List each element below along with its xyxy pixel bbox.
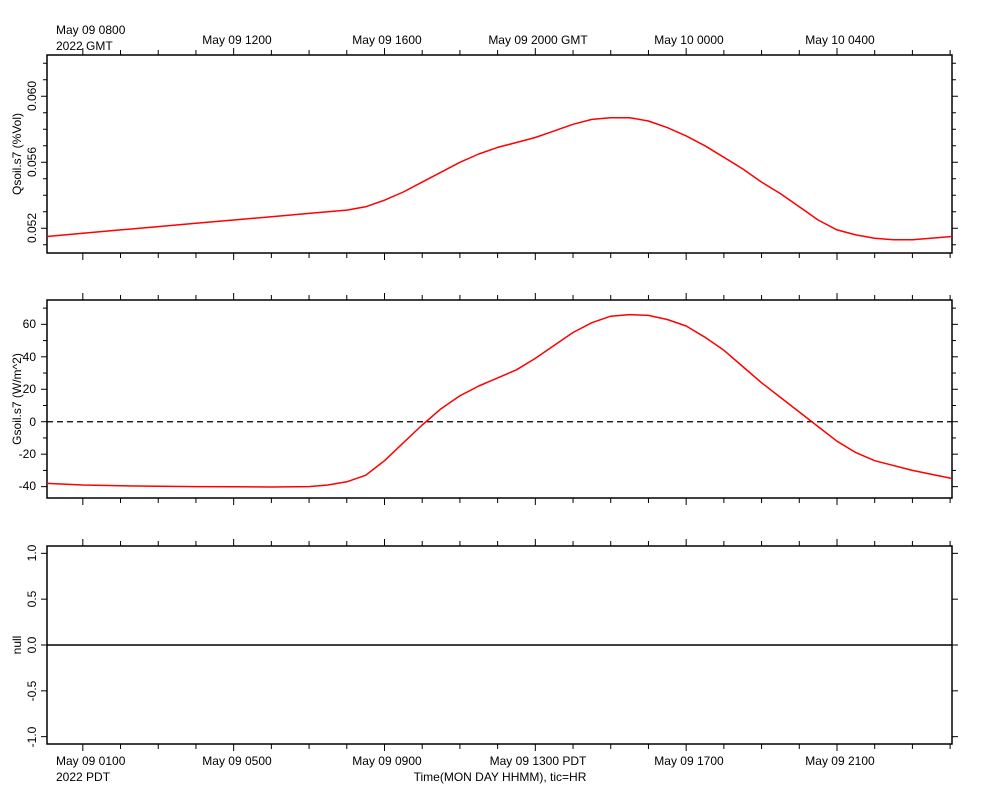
panel-2-ytick-label: 0 (29, 415, 36, 429)
panel-3-ytick-label: -0.5 (25, 680, 39, 701)
bottom-axis-first-sublabel: 2022 PDT (56, 770, 111, 784)
panel-2-ytick-label: -40 (19, 479, 37, 493)
panel-3-ytick-label: 0.5 (25, 590, 39, 607)
top-axis-first-sublabel: 2022 GMT (56, 39, 113, 53)
panel-3-ytick-label: 0.0 (25, 636, 39, 653)
top-axis-label: May 09 1600 (352, 33, 422, 47)
panel-2-ytick-label: 20 (23, 382, 37, 396)
top-axis-label: May 10 0400 (805, 33, 875, 47)
bottom-axis-first-label: May 09 0100 (56, 754, 126, 768)
panel-1-ylabel: Qsoil.s7 (%Vol) (10, 113, 24, 195)
panel-2-frame (46, 299, 953, 499)
x-axis-title: Time(MON DAY HHMM), tic=HR (414, 770, 587, 784)
top-axis-label: May 09 2000 GMT (488, 33, 588, 47)
panel-1-ytick-label: 0.060 (25, 81, 39, 111)
top-axis-label: May 10 0000 (654, 33, 724, 47)
panel-2-ytick-label: -20 (19, 447, 37, 461)
panel-3-ytick-label: 1.0 (25, 544, 39, 561)
top-axis-label: May 09 1200 (202, 33, 272, 47)
chart-marks (41, 48, 958, 751)
bottom-axis-label: May 09 1700 (654, 754, 724, 768)
series-line (46, 116, 953, 241)
top-axis-first-label: May 09 0800 (56, 23, 126, 37)
bottom-axis-label: May 09 2100 (805, 754, 875, 768)
panel-1-ytick-label: 0.052 (25, 213, 39, 243)
panel-1-frame (46, 54, 953, 254)
bottom-axis-label: May 09 1300 PDT (490, 754, 587, 768)
panel-2-ytick-label: 40 (23, 350, 37, 364)
series-line (46, 313, 953, 488)
panel-2-ylabel: Gsoil.s7 (W/m^2) (10, 353, 24, 445)
bottom-axis-label: May 09 0900 (352, 754, 422, 768)
panel-3-ylabel: null (10, 636, 24, 655)
bottom-axis-label: May 09 0500 (202, 754, 272, 768)
panel-2-ytick-label: 60 (23, 317, 37, 331)
panel-1-ytick-label: 0.056 (25, 147, 39, 177)
panel-3-ytick-label: -1.0 (25, 726, 39, 747)
